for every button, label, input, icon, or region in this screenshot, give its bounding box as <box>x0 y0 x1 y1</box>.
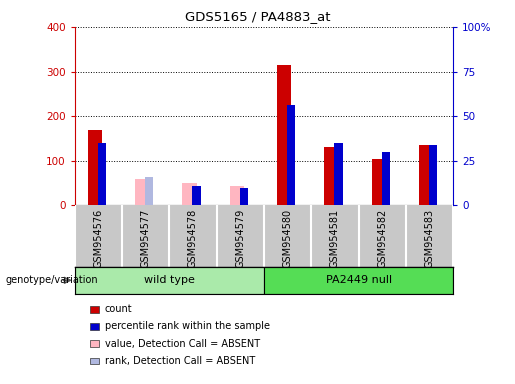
Bar <box>382 152 390 205</box>
Text: GDS5165 / PA4883_at: GDS5165 / PA4883_at <box>185 10 330 23</box>
Bar <box>324 147 338 205</box>
Bar <box>334 143 342 205</box>
Text: GSM954578: GSM954578 <box>188 209 198 268</box>
Text: rank, Detection Call = ABSENT: rank, Detection Call = ABSENT <box>105 356 255 366</box>
Text: GSM954577: GSM954577 <box>141 209 151 268</box>
Bar <box>239 188 248 205</box>
Text: GSM954581: GSM954581 <box>330 209 340 268</box>
Bar <box>88 131 102 205</box>
Bar <box>145 177 153 205</box>
Text: GSM954580: GSM954580 <box>283 209 293 268</box>
Text: GSM954583: GSM954583 <box>424 209 435 268</box>
Text: GSM954579: GSM954579 <box>235 209 245 268</box>
Bar <box>98 143 106 205</box>
Text: percentile rank within the sample: percentile rank within the sample <box>105 321 269 331</box>
Bar <box>182 183 197 205</box>
Bar <box>429 145 437 205</box>
Text: GSM954582: GSM954582 <box>377 209 387 268</box>
Bar <box>135 179 149 205</box>
Bar <box>277 65 291 205</box>
Text: wild type: wild type <box>144 275 195 285</box>
Bar <box>75 267 264 294</box>
Bar <box>372 159 386 205</box>
Bar <box>264 267 453 294</box>
Text: value, Detection Call = ABSENT: value, Detection Call = ABSENT <box>105 339 260 349</box>
Text: count: count <box>105 304 132 314</box>
Text: PA2449 null: PA2449 null <box>325 275 391 285</box>
Bar <box>192 186 201 205</box>
Bar <box>230 186 244 205</box>
Text: GSM954576: GSM954576 <box>93 209 104 268</box>
Bar <box>419 145 433 205</box>
Text: genotype/variation: genotype/variation <box>5 275 98 285</box>
Bar <box>287 106 296 205</box>
